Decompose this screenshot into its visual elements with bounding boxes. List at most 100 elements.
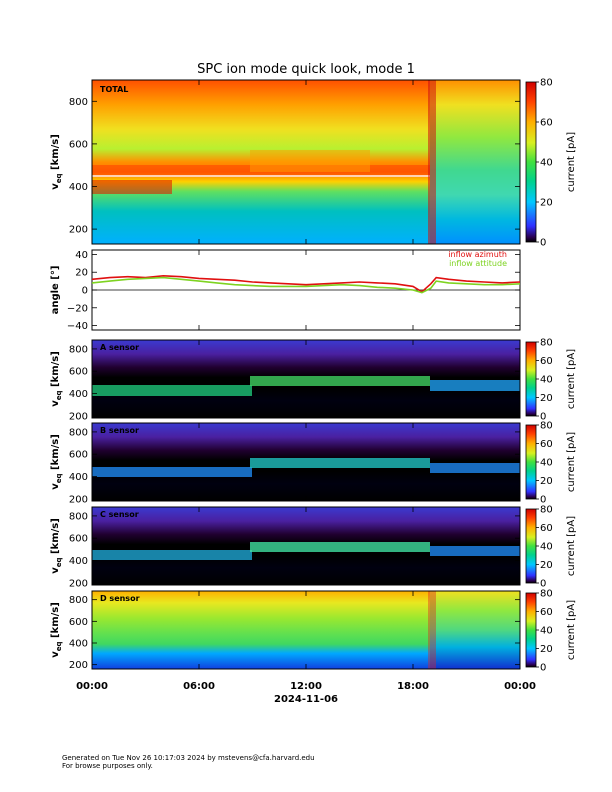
series-inflow-azimuth (91, 274, 521, 293)
y-tick-label: 200 (69, 660, 88, 671)
heatmap-total-band-early (92, 180, 172, 194)
angle-series-group (91, 274, 521, 294)
heatmap-d-body (92, 591, 430, 669)
colorbar-label: current [pA] (566, 349, 577, 409)
legend-attitude: inflow attitude (449, 259, 507, 268)
x-tick-label: 18:00 (397, 681, 429, 692)
panel-a-label: A sensor (100, 343, 139, 352)
y-tick-label: −40 (67, 321, 88, 332)
y-tick-label: −20 (67, 303, 88, 314)
panel-total: TOTAL (91, 79, 521, 245)
x-tick-label: 00:00 (504, 681, 536, 692)
colorbar-tick-label: 80 (540, 505, 553, 516)
y-axis-label: angle [°] (50, 266, 61, 315)
y-tick-label: 200 (69, 411, 88, 422)
date-label: 2024-11-06 (274, 694, 338, 705)
colorbar-tick-label: 20 (540, 476, 553, 487)
colorbar-tick-label: 40 (540, 375, 553, 386)
colorbar-label: current [pA] (566, 432, 577, 492)
heatmap-d-post (430, 591, 520, 669)
y-tick-label: 0 (82, 286, 88, 297)
panel-c-sensor: C sensor (91, 506, 521, 586)
panel-b-label: B sensor (100, 426, 139, 435)
y-axis-label: veq [km/s] (50, 351, 63, 407)
legend-azimuth: inflow azimuth (448, 250, 507, 259)
colorbar (525, 592, 537, 668)
y-tick-label: 400 (69, 182, 88, 193)
colorbar-tick-label: 0 (540, 495, 546, 506)
y-tick-label: 200 (69, 225, 88, 236)
colorbar-tick-label: 80 (540, 421, 553, 432)
colorbar-tick-label: 0 (540, 412, 546, 423)
heatmap-a-band-1 (92, 385, 252, 396)
y-tick-label: 200 (69, 578, 88, 589)
colorbar-tick-label: 60 (540, 356, 553, 367)
colorbar (525, 424, 537, 500)
y-axis-label: veq [km/s] (50, 434, 63, 490)
colorbar (525, 508, 537, 584)
colorbar-tick-label: 20 (540, 560, 553, 571)
heatmap-c-band-3 (430, 546, 520, 556)
heatmap-total-white-line (92, 175, 430, 177)
heatmap-total-post (430, 80, 520, 244)
colorbar (525, 81, 537, 243)
y-tick-label: 400 (69, 639, 88, 650)
heatmap-a-band-3 (430, 380, 520, 391)
y-tick-label: 600 (69, 139, 88, 150)
y-axis-label: veq [km/s] (50, 602, 63, 658)
y-tick-label: 20 (75, 268, 88, 279)
colorbar-tick-label: 60 (540, 607, 553, 618)
series-inflow-attitude (91, 276, 521, 294)
y-tick-label: 400 (69, 556, 88, 567)
y-tick-label: 600 (69, 367, 88, 378)
colorbar-label: current [pA] (566, 516, 577, 576)
y-tick-label: 600 (69, 450, 88, 461)
heatmap-b-band-3 (430, 463, 520, 473)
heatmap-d-shock (428, 591, 436, 669)
heatmap-b-band-2 (250, 458, 430, 468)
colorbar-tick-label: 40 (540, 626, 553, 637)
colorbar-tick-label: 80 (540, 78, 553, 89)
y-tick-label: 800 (69, 97, 88, 108)
colorbar-tick-label: 80 (540, 589, 553, 600)
heatmap-c-band-1 (92, 550, 252, 560)
colorbar-tick-label: 40 (540, 158, 553, 169)
x-tick-label: 00:00 (76, 681, 108, 692)
colorbar-tick-label: 40 (540, 542, 553, 553)
y-tick-label: 200 (69, 494, 88, 505)
footer-browse: For browse purposes only. (62, 762, 153, 770)
panel-total-label: TOTAL (100, 85, 128, 94)
heatmap-total-band-mid (250, 150, 370, 172)
y-tick-label: 800 (69, 595, 88, 606)
colorbar-tick-label: 0 (540, 663, 546, 674)
y-tick-label: 600 (69, 534, 88, 545)
colorbar-tick-label: 0 (540, 579, 546, 590)
y-tick-label: 40 (75, 250, 88, 261)
x-tick-label: 06:00 (183, 681, 215, 692)
y-axis-label: veq [km/s] (50, 518, 63, 574)
colorbar-tick-label: 0 (540, 238, 546, 249)
colorbar-tick-label: 20 (540, 644, 553, 655)
panel-b-sensor: B sensor (91, 422, 521, 502)
y-tick-label: 800 (69, 344, 88, 355)
colorbar-tick-label: 20 (540, 198, 553, 209)
colorbar-tick-label: 60 (540, 118, 553, 129)
y-tick-label: 800 (69, 511, 88, 522)
heatmap-c-band-2 (250, 542, 430, 552)
colorbar-tick-label: 60 (540, 523, 553, 534)
panel-c-label: C sensor (100, 510, 139, 519)
panel-a-sensor: A sensor (91, 339, 521, 419)
heatmap-total-shock (428, 80, 436, 244)
chart-title: SPC ion mode quick look, mode 1 (197, 62, 415, 77)
footer-generated: Generated on Tue Nov 26 10:17:03 2024 by… (62, 754, 315, 762)
colorbar-tick-label: 20 (540, 393, 553, 404)
panel-d-label: D sensor (100, 594, 140, 603)
y-tick-label: 400 (69, 472, 88, 483)
y-tick-label: 800 (69, 427, 88, 438)
y-tick-label: 600 (69, 617, 88, 628)
heatmap-a-band-2 (250, 376, 430, 386)
heatmap-b-band-1 (92, 467, 252, 477)
y-tick-label: 400 (69, 389, 88, 400)
